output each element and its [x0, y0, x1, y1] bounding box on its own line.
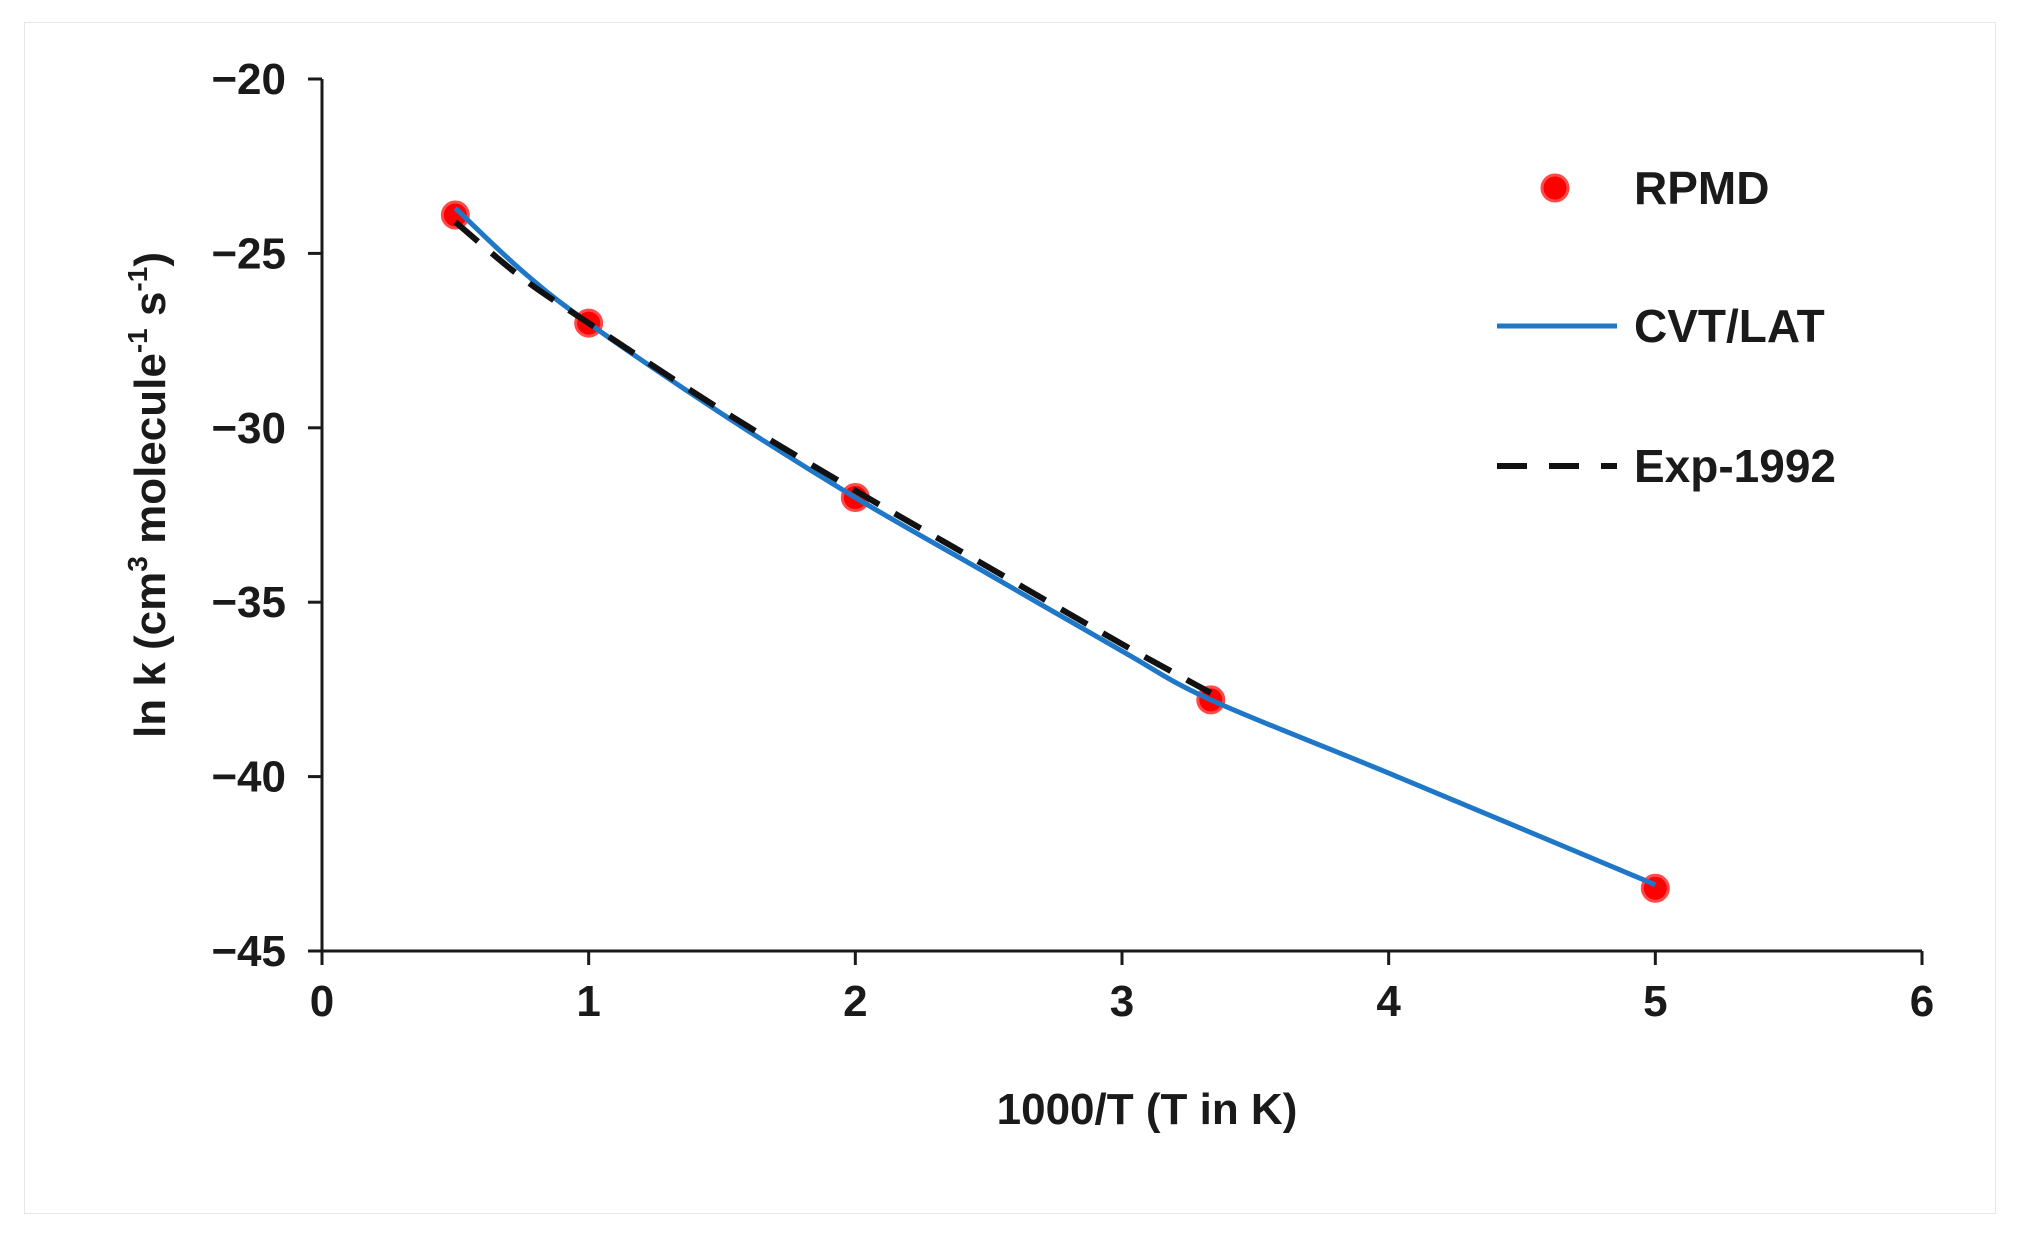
y-axis-title-superscript: -1	[122, 267, 153, 292]
y-axis-title-part: ln k (cm	[126, 572, 175, 738]
x-tick-label: 2	[843, 977, 867, 1026]
y-tick-label: −25	[211, 229, 286, 278]
y-tick-label: −45	[211, 927, 286, 976]
rpmd-point	[440, 200, 470, 230]
legend: RPMD CVT/LAT Exp-1992	[1497, 162, 1836, 492]
chart-frame	[24, 22, 1996, 1214]
exp-1992-line	[453, 219, 1213, 696]
y-axis-title-part: )	[126, 252, 175, 267]
x-tick-label: 6	[1910, 977, 1934, 1026]
x-tick-label: 4	[1376, 977, 1401, 1026]
y-tick-label: −35	[211, 578, 286, 627]
y-tick-label: −40	[211, 753, 286, 802]
y-axis-title-superscript: 3	[122, 556, 153, 572]
y-axis-title: ln k (cm3 molecule-1 s-1)	[122, 252, 175, 738]
legend-cvt-lat-label: CVT/LAT	[1634, 300, 1825, 352]
y-axis-title-part: molecule	[126, 353, 175, 556]
y-tick-label: −20	[211, 55, 286, 104]
legend-marker-rpmd	[1540, 173, 1570, 203]
x-tick-label: 1	[576, 977, 600, 1026]
y-axis-title-part: s	[126, 292, 175, 329]
y-tick-label: −30	[211, 404, 286, 453]
legend-rpmd-label: RPMD	[1634, 162, 1769, 214]
series-layer	[440, 200, 1670, 903]
x-tick-label: 3	[1110, 977, 1134, 1026]
x-tick-label: 0	[310, 977, 334, 1026]
cvt-lat-line	[453, 206, 1657, 888]
x-axis-title: 1000/T (T in K)	[997, 1085, 1298, 1134]
y-axis-title-superscript: -1	[122, 328, 153, 353]
x-tick-label: 5	[1643, 977, 1667, 1026]
legend-exp-1992-label: Exp-1992	[1634, 440, 1836, 492]
ticks: 0 1 2 3 4 5 6 −45 −40 −35 −30 −25 −20	[211, 55, 1934, 1026]
